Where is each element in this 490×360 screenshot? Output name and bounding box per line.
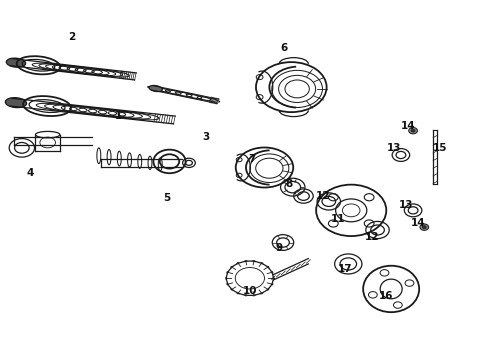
Ellipse shape <box>149 85 162 91</box>
Text: 10: 10 <box>243 286 257 296</box>
Circle shape <box>420 224 429 230</box>
Text: 1: 1 <box>115 111 122 121</box>
Text: 8: 8 <box>285 179 293 189</box>
Text: 16: 16 <box>379 291 393 301</box>
Text: 12: 12 <box>316 191 330 201</box>
Text: 13: 13 <box>398 200 413 210</box>
Text: 15: 15 <box>433 143 447 153</box>
Text: 5: 5 <box>164 193 171 203</box>
Text: 2: 2 <box>69 32 75 42</box>
Ellipse shape <box>5 98 26 108</box>
Ellipse shape <box>6 58 25 67</box>
Circle shape <box>422 226 426 229</box>
Text: 3: 3 <box>202 132 210 142</box>
Text: 12: 12 <box>365 232 379 242</box>
Text: 4: 4 <box>27 168 34 178</box>
Text: 6: 6 <box>280 43 288 53</box>
Circle shape <box>411 129 415 132</box>
Text: 11: 11 <box>330 214 345 224</box>
Text: 7: 7 <box>248 154 256 163</box>
Text: 17: 17 <box>338 264 352 274</box>
Text: 13: 13 <box>386 143 401 153</box>
Circle shape <box>409 127 417 134</box>
Text: 9: 9 <box>275 243 283 253</box>
Text: 14: 14 <box>411 218 425 228</box>
Text: 14: 14 <box>401 121 416 131</box>
